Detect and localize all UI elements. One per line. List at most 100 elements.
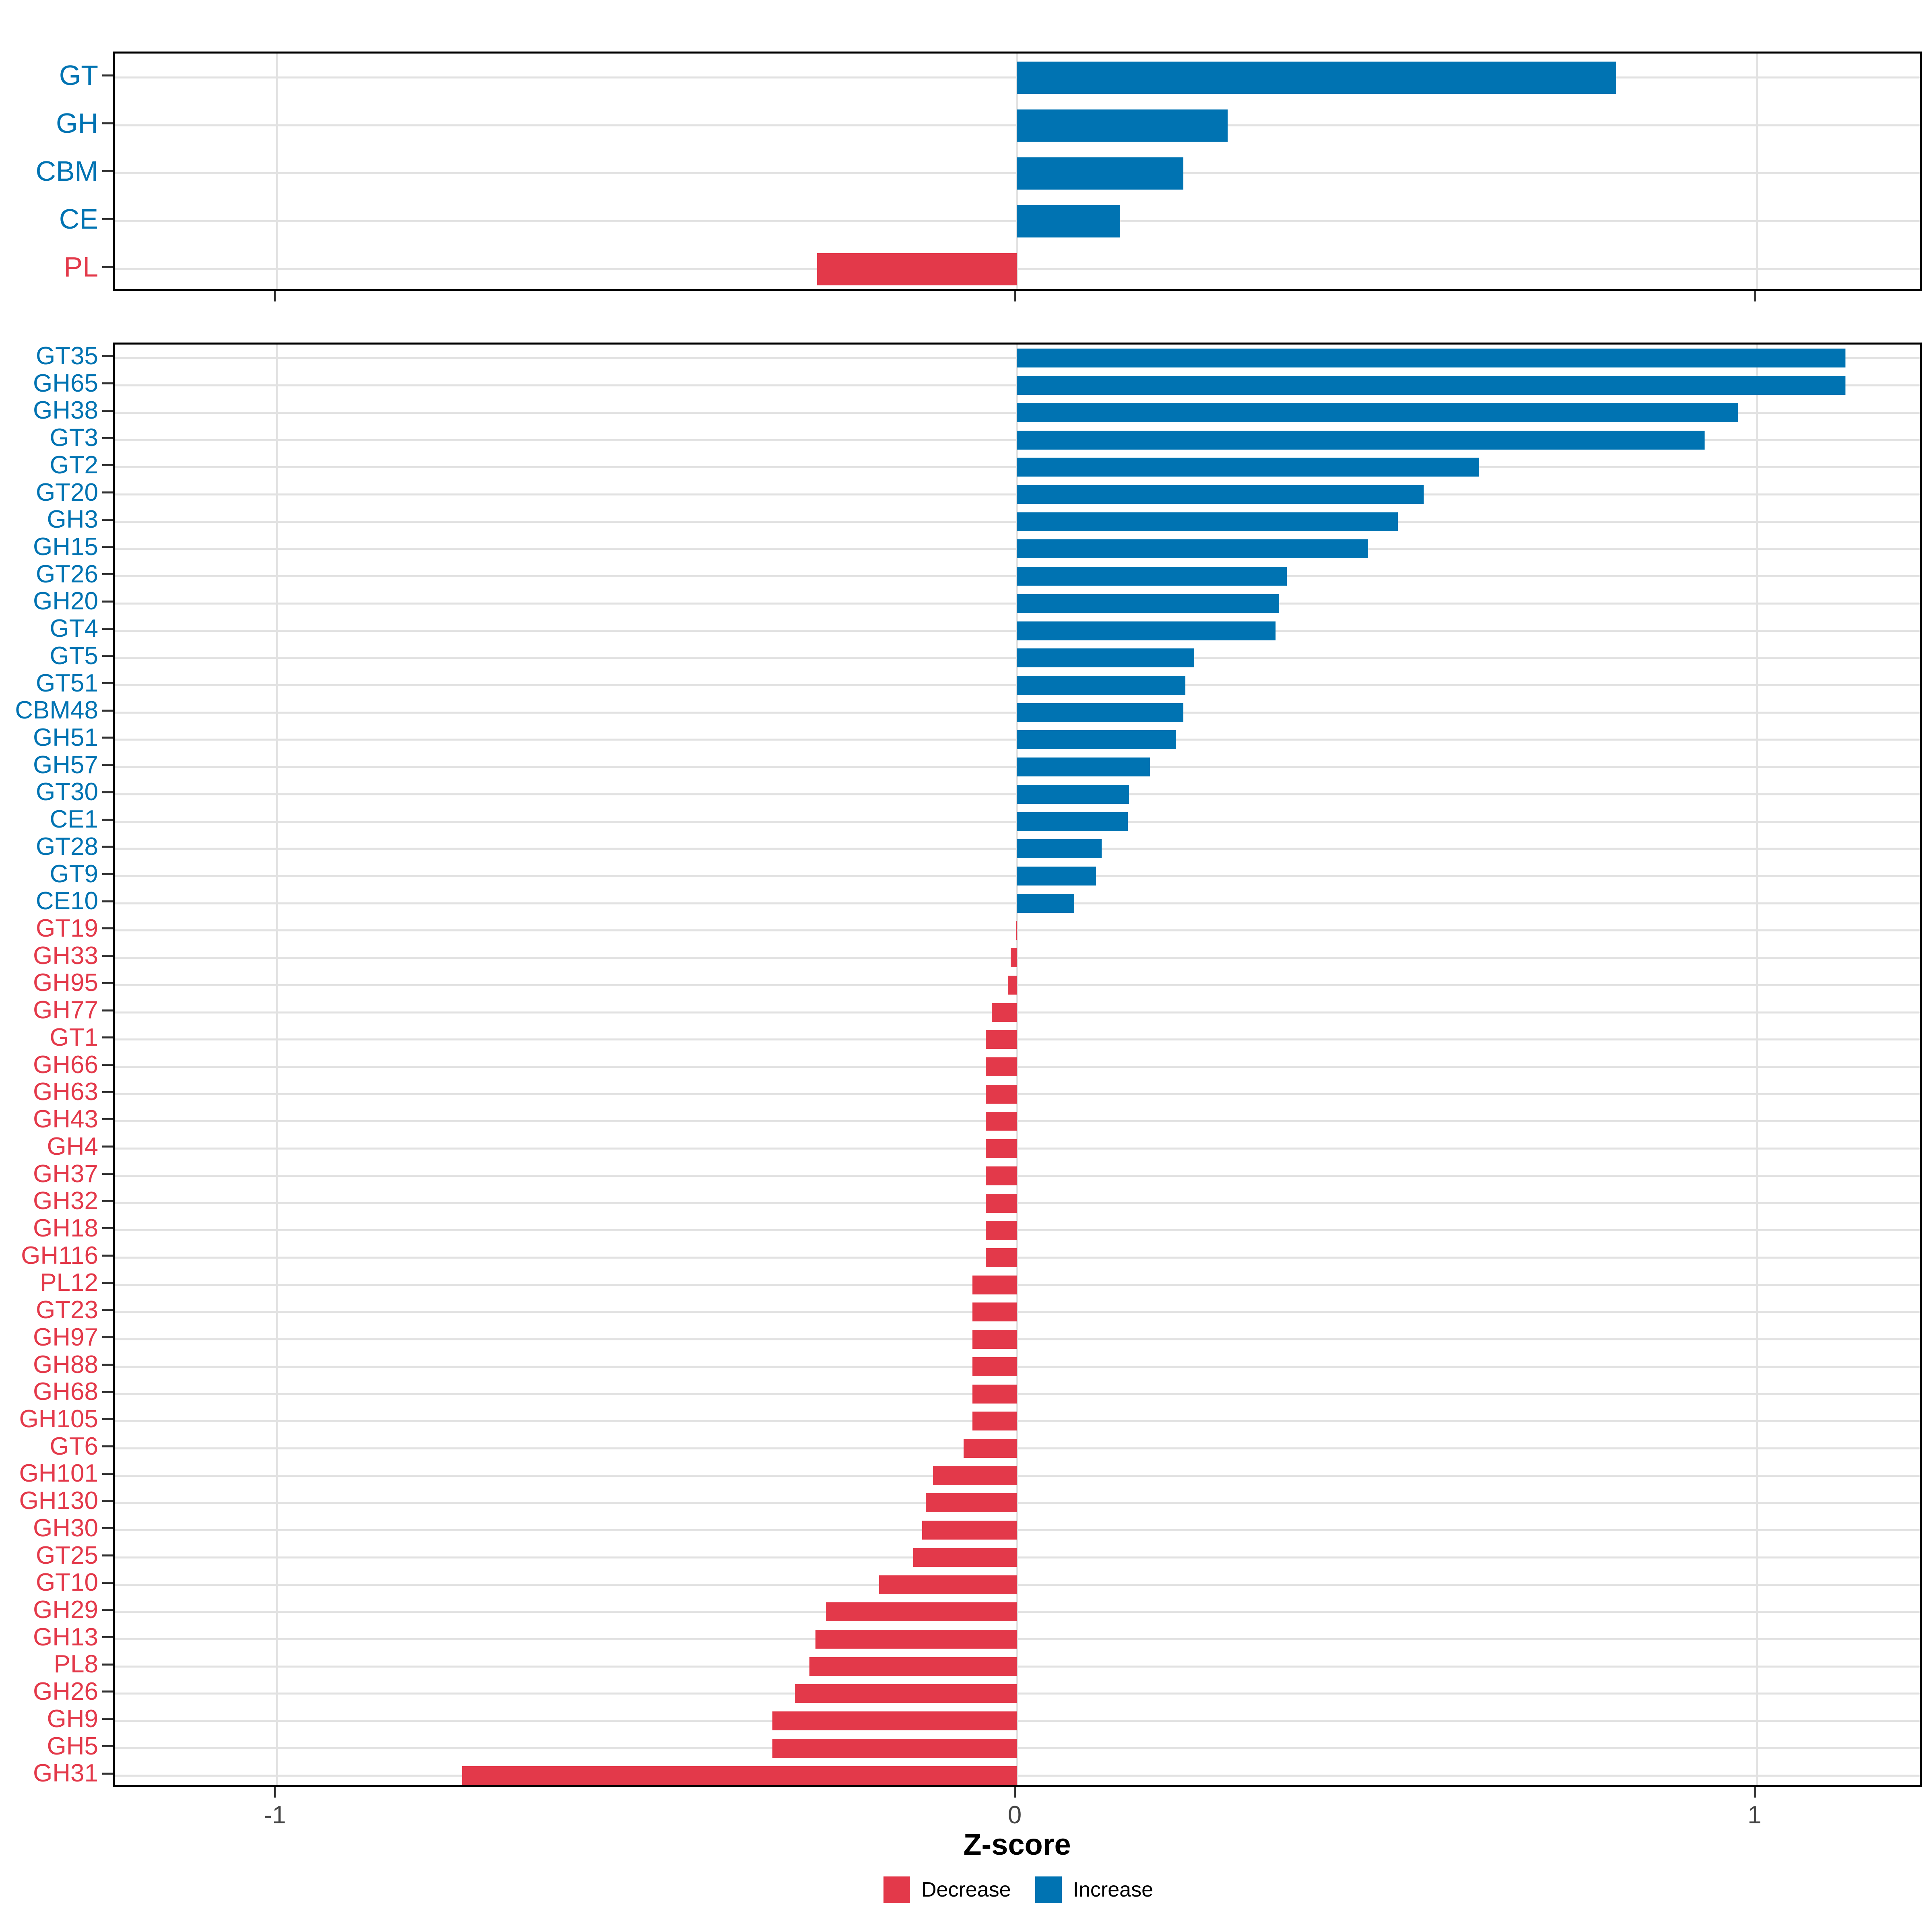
y-axis-tick [102,1445,113,1448]
bar-GH31 [462,1766,1017,1785]
bar-GT23 [972,1302,1017,1322]
gridline-vertical [1016,345,1018,1785]
category-label-GH43: GH43 [33,1105,98,1133]
category-label-GT25: GT25 [35,1541,98,1569]
y-axis-tick [102,491,113,493]
category-label-GH32: GH32 [33,1187,98,1215]
bar-GH95 [1007,975,1017,995]
category-label-CE10: CE10 [35,887,98,915]
category-label-GH95: GH95 [33,969,98,997]
y-axis-tick [102,218,113,220]
bar-GT10 [879,1575,1017,1594]
bar-GH57 [1017,758,1150,777]
category-label-GH66: GH66 [33,1051,98,1079]
category-label-CBM48: CBM48 [15,696,98,724]
y-axis-tick [102,627,113,630]
y-axis-tick [102,1527,113,1530]
category-label-GT26: GT26 [35,560,98,588]
category-label-GH68: GH68 [33,1378,98,1406]
bar-GH130 [925,1493,1017,1513]
y-axis-tick [102,982,113,984]
category-label-GT9: GT9 [50,860,98,888]
category-label-GT4: GT4 [50,615,98,643]
category-label-GH18: GH18 [33,1214,98,1242]
y-axis-tick [102,546,113,548]
bar-GH63 [985,1084,1017,1104]
category-label-GH33: GH33 [33,941,98,970]
category-label-CBM: CBM [35,155,98,187]
y-axis-tick [102,927,113,930]
y-axis-tick [102,955,113,957]
bar-GH4 [985,1139,1017,1158]
bar-GH9 [772,1711,1017,1731]
y-axis-tick [102,409,113,412]
x-axis-tick [1013,291,1016,301]
category-label-GH31: GH31 [33,1759,98,1788]
bar-GH77 [991,1003,1017,1022]
category-label-PL: PL [64,251,98,283]
bar-GH88 [972,1357,1017,1376]
bar-GH68 [972,1384,1017,1404]
category-label-GH26: GH26 [33,1678,98,1706]
category-label-GH20: GH20 [33,587,98,615]
y-axis-tick [102,1391,113,1393]
y-axis-tick [102,382,113,385]
y-axis-tick [102,1663,113,1666]
bar-GH43 [985,1112,1017,1131]
y-axis-tick [102,1554,113,1556]
category-label-GT35: GT35 [35,342,98,370]
bar-GT3 [1017,430,1705,450]
category-label-GH116: GH116 [21,1241,98,1269]
category-label-GT51: GT51 [35,669,98,697]
y-axis-tick [102,1227,113,1230]
y-axis-tick [102,1091,113,1093]
class-summary-panel [113,52,1922,291]
x-axis-tick [1753,291,1756,301]
y-axis-tick [102,437,113,439]
y-axis-tick [102,170,113,172]
y-axis-tick [102,1146,113,1148]
y-axis-tick [102,1064,113,1066]
y-axis-tick [102,1172,113,1175]
y-axis-tick [102,791,113,793]
bar-GT51 [1017,675,1186,695]
y-axis-tick [102,655,113,657]
category-label-GT3: GT3 [50,424,98,452]
y-axis-tick [102,600,113,603]
bar-CBM48 [1017,703,1183,722]
category-label-GT5: GT5 [50,642,98,670]
legend: Decrease Increase [564,1874,1473,1906]
y-axis-tick [102,818,113,821]
y-axis-tick [102,1036,113,1039]
category-label-CE1: CE1 [50,805,98,834]
y-axis-tick [102,1609,113,1611]
bar-GH18 [985,1221,1017,1240]
category-label-GH29: GH29 [33,1596,98,1624]
bar-GH5 [772,1738,1017,1758]
category-label-GH38: GH38 [33,396,98,425]
x-tick-label: 1 [1747,1801,1762,1829]
y-axis-tick [102,846,113,848]
bar-GT19 [1016,921,1017,940]
bar-GH30 [922,1521,1017,1540]
y-axis-tick [102,1309,113,1311]
y-axis-tick [102,573,113,576]
y-axis-tick [102,518,113,521]
legend-label-increase: Increase [1073,1878,1153,1901]
category-label-GH77: GH77 [33,996,98,1024]
category-label-GH3: GH3 [47,506,98,534]
y-axis-tick [102,355,113,357]
bar-PL12 [972,1275,1017,1294]
category-label-GT6: GT6 [50,1432,98,1460]
bar-GH33 [1011,948,1017,968]
y-axis-tick [102,1200,113,1202]
bar-GH29 [826,1602,1017,1622]
category-label-GH63: GH63 [33,1078,98,1106]
bar-GH15 [1017,539,1368,559]
bar-GH101 [933,1466,1017,1485]
category-label-GH105: GH105 [19,1405,98,1433]
bar-GT5 [1017,648,1195,668]
category-label-GT28: GT28 [35,832,98,861]
category-label-GT30: GT30 [35,778,98,806]
category-label-GH57: GH57 [33,751,98,779]
